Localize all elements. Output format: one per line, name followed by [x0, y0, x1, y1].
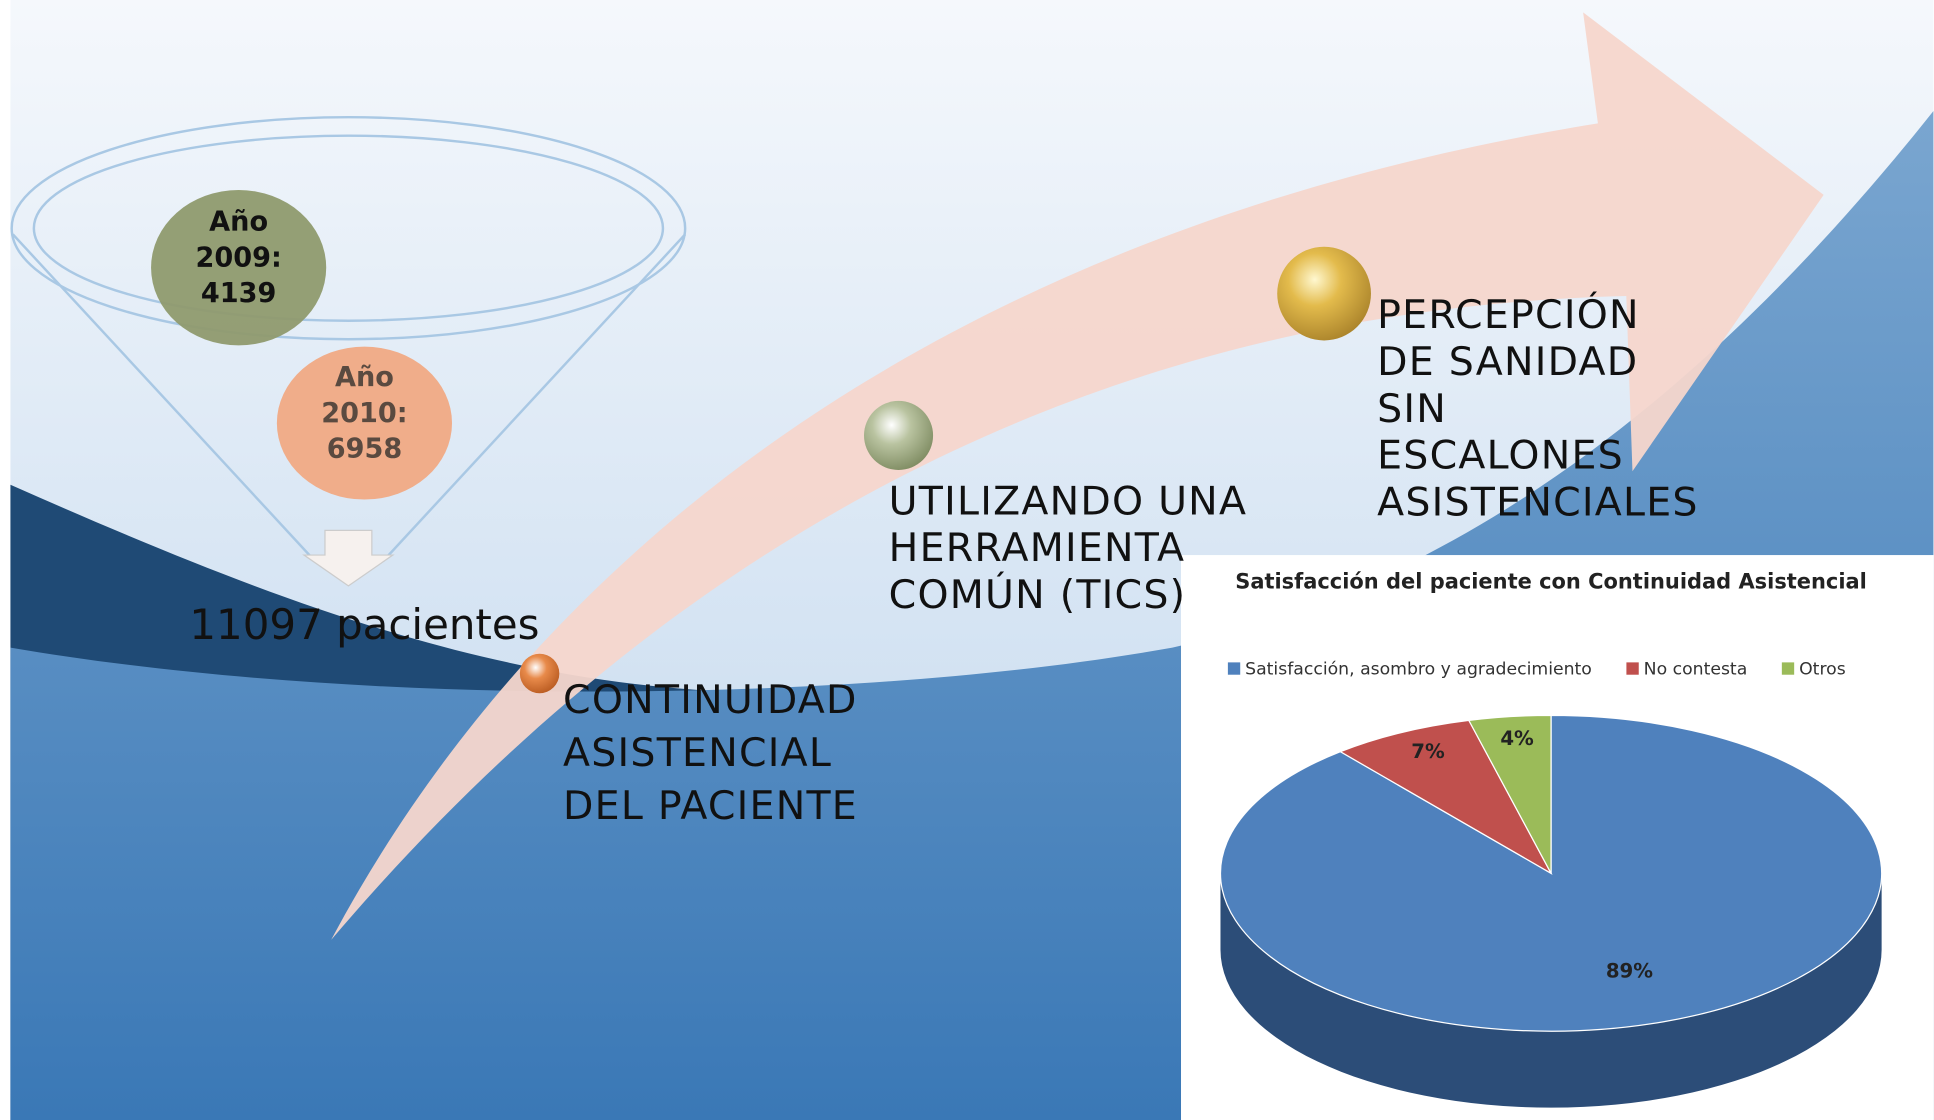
step-dot: [864, 400, 934, 470]
value-label: 4%: [1500, 727, 1534, 750]
bubble-line: 6958: [327, 434, 402, 465]
bubble-line: 2010:: [321, 398, 407, 429]
step-label: CONTINUIDAD ASISTENCIAL DEL PACIENTE: [563, 677, 858, 829]
bubble-line: Año: [335, 362, 394, 393]
value-label: 7%: [1411, 740, 1445, 763]
step-line: UTILIZANDO UNA: [889, 478, 1248, 524]
pie-side: [1220, 873, 1882, 1108]
step-line: PERCEPCIÓN: [1377, 291, 1640, 338]
legend-swatch: [1227, 662, 1241, 675]
step-line: CONTINUIDAD: [563, 677, 858, 723]
legend-swatch: [1781, 662, 1795, 675]
bubble-label: Año 2009: 4139: [195, 207, 281, 310]
step-line: COMÚN (TICS): [889, 571, 1187, 618]
step-label: PERCEPCIÓN DE SANIDAD SIN ESCALONES ASISTENC…: [1377, 291, 1699, 525]
bubble-line: Año: [209, 207, 268, 238]
process-arrow: [331, 12, 1824, 940]
bubble-label: Año 2010: 6958: [321, 362, 407, 465]
bubble-line: 4139: [201, 278, 277, 309]
legend-label: Otros: [1799, 660, 1846, 680]
bubble: [276, 346, 453, 500]
pie-slice: [1338, 719, 1553, 875]
chart-title: Satisfacción del paciente con Continuida…: [1235, 569, 1867, 593]
step-dot: [1277, 246, 1371, 341]
funnel-arrow: [302, 529, 395, 587]
funnel: [10, 115, 687, 563]
step-line: ASISTENCIAL: [563, 730, 832, 776]
funnel-total: 11097 pacientes: [189, 600, 539, 649]
step-line: HERRAMIENTA: [889, 525, 1186, 571]
value-label: 89%: [1606, 959, 1653, 982]
legend-label: No contesta: [1644, 660, 1748, 680]
step-line: ASISTENCIALES: [1377, 480, 1699, 526]
legend-swatch: [1626, 662, 1639, 675]
legend-label: Satisfacción, asombro y agradecimiento: [1245, 660, 1592, 680]
step-line: DEL PACIENTE: [563, 783, 858, 829]
pie-chart: Satisfacción del paciente con Continuida…: [1219, 569, 1883, 1108]
step-label: UTILIZANDO UNA HERRAMIENTA COMÚN (TICS): [889, 478, 1248, 618]
pie-slice: [1467, 714, 1552, 874]
step-line: ESCALONES: [1377, 433, 1624, 479]
step-line: SIN: [1377, 386, 1447, 432]
step-dot: [519, 653, 560, 694]
bubble: [151, 189, 327, 346]
step-line: DE SANIDAD: [1377, 339, 1638, 385]
bubble-line: 2009:: [195, 242, 281, 273]
